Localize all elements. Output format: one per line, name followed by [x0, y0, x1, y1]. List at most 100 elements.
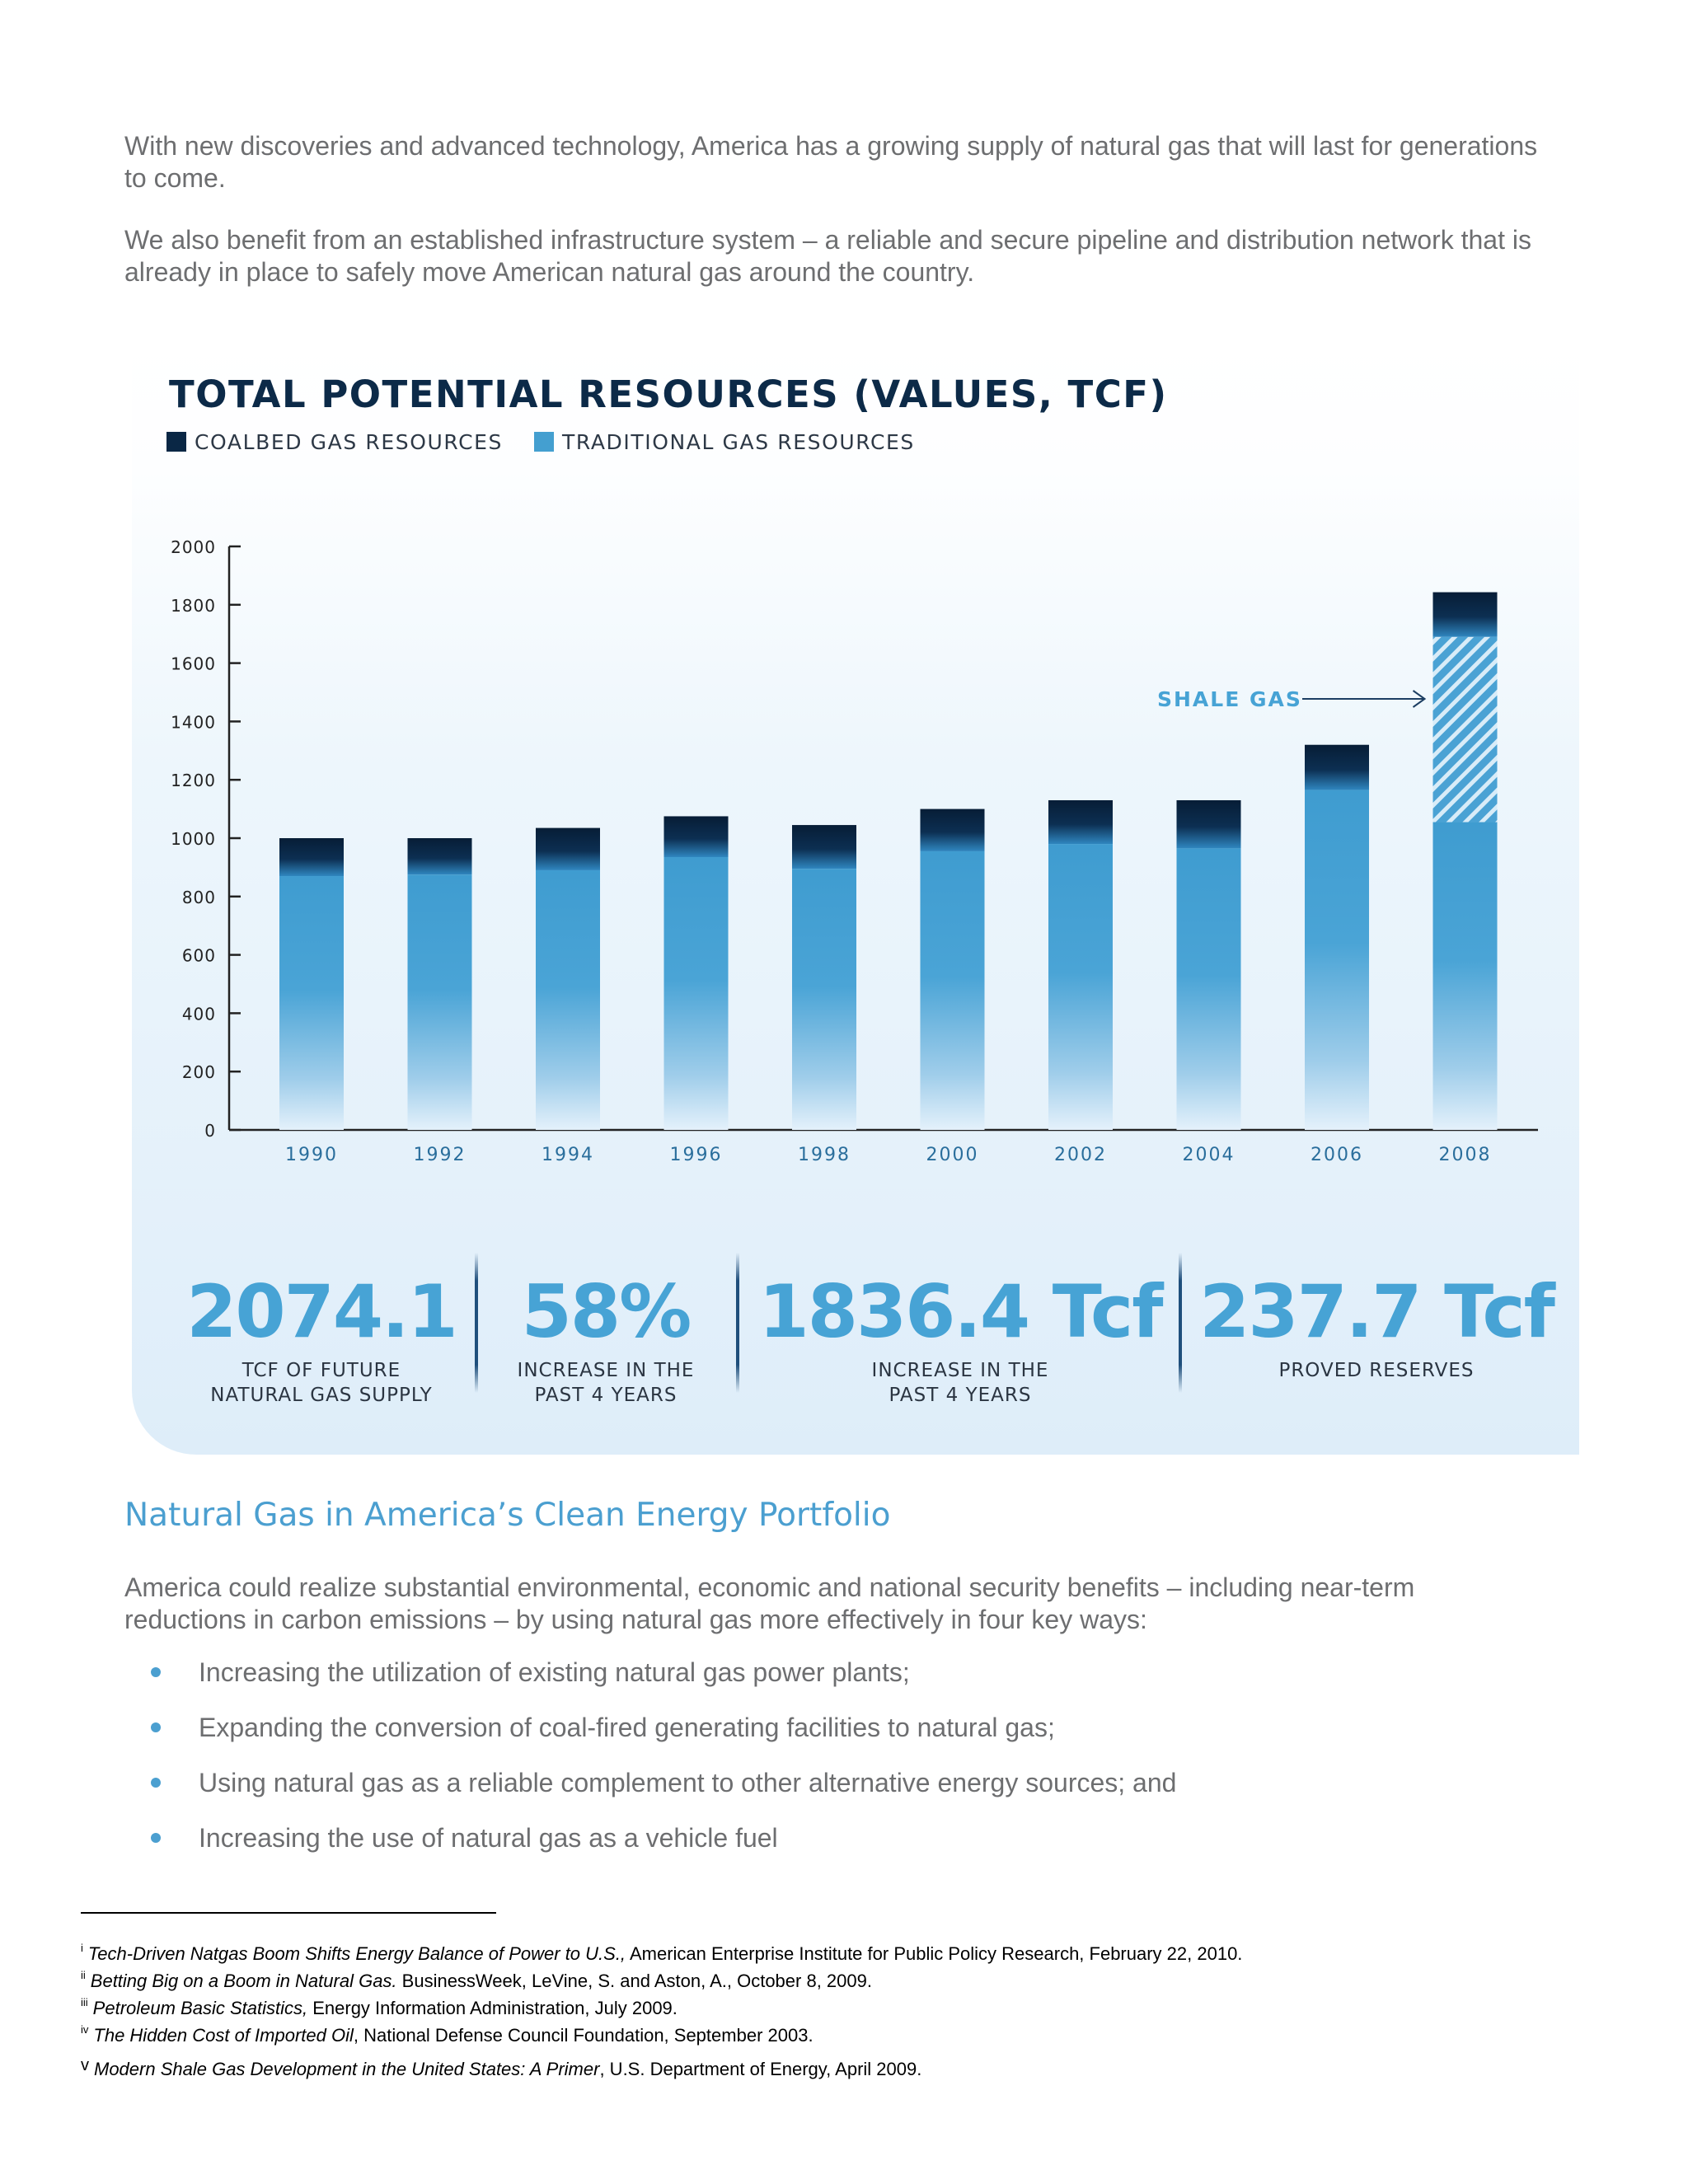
bar-coalbed — [1048, 799, 1113, 845]
footnote-source: American Enterprise Institute for Public… — [626, 1943, 1243, 1964]
bullet-icon — [151, 1722, 161, 1732]
annotation-arrowhead — [1412, 690, 1427, 708]
footnote-title: Tech-Driven Natgas Boom Shifts Energy Ba… — [87, 1943, 626, 1964]
footnote-marker: iv — [81, 2023, 89, 2036]
stat-value: 2074.1 — [186, 1269, 458, 1354]
footnote: iii Petroleum Basic Statistics, Energy In… — [81, 1996, 1242, 2025]
x-tick-label: 1994 — [542, 1145, 594, 1165]
x-tick-label: 2004 — [1183, 1145, 1236, 1165]
stat-divider — [736, 1253, 739, 1393]
y-tick-label: 400 — [182, 1004, 216, 1024]
bar-traditional — [536, 869, 600, 1130]
y-tick-label: 1400 — [171, 712, 216, 732]
bar-coalbed — [920, 808, 985, 851]
bar-chart: 0 200 400 600 800 1000 1200 1400 1600 1800 2000 199… — [171, 537, 1538, 1165]
x-tick-label: 2008 — [1439, 1145, 1492, 1165]
stat-percent-increase: 58% INCREASE IN THE PAST 4 YEARS — [486, 1271, 725, 1408]
footnote: iv The Hidden Cost of Imported Oil, Natio… — [81, 2023, 1242, 2052]
footnote: v Modern Shale Gas Development in the Uni… — [81, 2056, 1242, 2086]
bullet-text: Increasing the use of natural gas as a v… — [199, 1823, 778, 1853]
y-tick-label: 200 — [182, 1062, 216, 1082]
bar-coalbed — [1432, 592, 1498, 637]
section-heading: Natural Gas in America’s Clean Energy Po… — [124, 1497, 891, 1534]
intro-paragraph-2: We also benefit from an established infr… — [124, 225, 1531, 287]
bullet-icon — [151, 1667, 161, 1677]
bar-traditional — [1176, 848, 1241, 1130]
footnote-marker: i — [81, 1942, 83, 1954]
footnote-title: The Hidden Cost of Imported Oil — [93, 2025, 354, 2046]
bar-coalbed — [536, 827, 600, 870]
bar-coalbed — [407, 838, 472, 875]
stat-caption: PROVED RESERVES — [1278, 1360, 1475, 1381]
x-tick-label: 2000 — [926, 1145, 979, 1165]
y-tick-label: 2000 — [171, 537, 216, 557]
stat-divider — [475, 1253, 478, 1393]
footnote-marker: ii — [81, 1969, 86, 1981]
footnotes: i Tech-Driven Natgas Boom Shifts Energy B… — [81, 1942, 1243, 2086]
stat-caption: TCF OF FUTURE NATURAL GAS SUPPLY — [210, 1360, 433, 1406]
x-tick-label: 1998 — [798, 1145, 851, 1165]
stat-caption: INCREASE IN THE PAST 4 YEARS — [871, 1360, 1049, 1406]
intro-paragraph-1: With new discoveries and advanced techno… — [124, 131, 1538, 193]
y-tick-label: 1800 — [171, 596, 216, 616]
footnote-rule — [81, 1912, 496, 1914]
annotation-label: SHALE GAS — [1157, 687, 1302, 711]
stat-value: 237.7 Tcf — [1199, 1269, 1555, 1354]
stat-proved-reserves: 237.7 Tcf PROVED RESERVES — [1187, 1271, 1566, 1383]
bar-traditional — [407, 874, 472, 1130]
stat-value: 1836.4 Tcf — [758, 1269, 1163, 1354]
stat-divider — [1179, 1253, 1182, 1393]
bar-coalbed — [1176, 799, 1241, 849]
bar-coalbed — [279, 838, 344, 877]
bar-traditional — [792, 869, 856, 1130]
y-tick-label: 0 — [204, 1121, 216, 1141]
legend-traditional-label: TRADITIONAL GAS RESOURCES — [562, 429, 915, 454]
bar-coalbed — [792, 825, 856, 869]
x-tick-label: 2002 — [1054, 1145, 1107, 1165]
stat-caption: INCREASE IN THE PAST 4 YEARS — [517, 1360, 695, 1406]
bar-traditional — [279, 876, 344, 1130]
y-tick-label: 600 — [182, 946, 216, 966]
footnote-marker: iii — [81, 1996, 88, 2008]
bar-shale — [1432, 636, 1498, 823]
bar-traditional — [920, 851, 985, 1130]
stat-value: 58% — [521, 1269, 692, 1354]
footnote-source: , U.S. Department of Energy, April 2009. — [599, 2059, 922, 2079]
bullet-text: Expanding the conversion of coal-fired g… — [199, 1713, 1055, 1742]
bar-traditional — [1432, 822, 1498, 1130]
x-tick-label: 1996 — [670, 1145, 723, 1165]
bullet-icon — [151, 1778, 161, 1788]
y-tick-label: 1000 — [171, 829, 216, 849]
bar-coalbed — [1305, 744, 1369, 790]
stat-future-supply: 2074.1 TCF OF FUTURE NATURAL GAS SUPPLY — [165, 1271, 478, 1408]
bar-traditional — [1048, 844, 1113, 1130]
footnote: ii Betting Big on a Boom in Natural Gas. … — [81, 1969, 1242, 1998]
footnote-title: Petroleum Basic Statistics, — [92, 1998, 308, 2018]
bullet-text: Using natural gas as a reliable compleme… — [199, 1768, 1177, 1797]
y-tick-label: 1200 — [171, 771, 216, 790]
stat-tcf-increase: 1836.4 Tcf INCREASE IN THE PAST 4 YEARS — [746, 1271, 1175, 1408]
y-tick-label: 1600 — [171, 654, 216, 674]
footnote-marker: v — [81, 2056, 89, 2074]
legend-coalbed-swatch — [166, 432, 186, 452]
footnote-source: Energy Information Administration, July … — [307, 1998, 678, 2018]
footnote-source: BusinessWeek, LeVine, S. and Aston, A., … — [396, 1971, 872, 1991]
bullet-text: Increasing the utilization of existing n… — [199, 1657, 910, 1687]
bar-traditional — [663, 857, 729, 1130]
footnote: i Tech-Driven Natgas Boom Shifts Energy B… — [81, 1942, 1243, 1971]
section-paragraph: America could realize substantial enviro… — [124, 1572, 1415, 1634]
y-tick-label: 800 — [182, 888, 216, 907]
x-tick-label: 1992 — [414, 1145, 467, 1165]
legend-traditional-swatch — [534, 432, 554, 452]
x-tick-label: 2006 — [1311, 1145, 1363, 1165]
bar-traditional — [1305, 790, 1369, 1130]
legend-coalbed: COALBED GAS RESOURCES — [166, 427, 503, 457]
footnote-source: , National Defense Council Foundation, S… — [353, 2025, 814, 2046]
chart-title: TOTAL POTENTIAL RESOURCES (VALUES, TCF) — [169, 373, 1168, 416]
footnote-title: Modern Shale Gas Development in the Unit… — [94, 2059, 600, 2079]
legend-traditional: TRADITIONAL GAS RESOURCES — [534, 427, 915, 457]
footnote-title: Betting Big on a Boom in Natural Gas. — [90, 1971, 397, 1991]
bar-coalbed — [663, 816, 729, 858]
x-tick-label: 1990 — [285, 1145, 338, 1165]
bullet-icon — [151, 1833, 161, 1843]
